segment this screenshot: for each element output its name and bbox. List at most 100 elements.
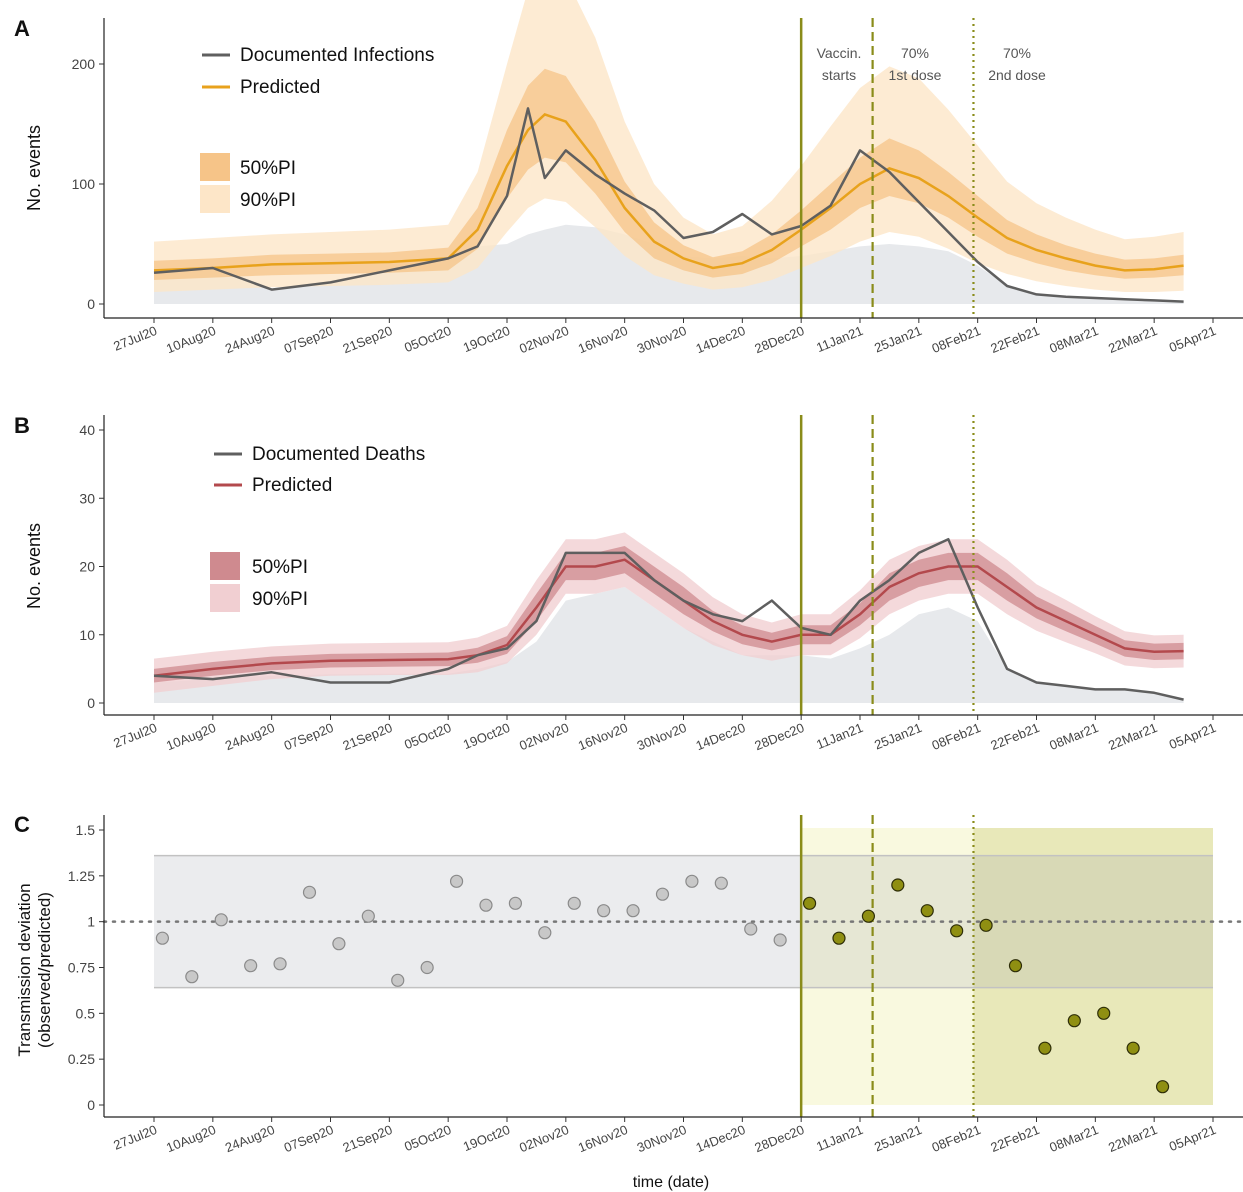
panel-c-ylabel-line2: (observed/predicted): [35, 892, 54, 1048]
panel-c-letter: C: [14, 812, 30, 837]
panel-a-ylabel: No. events: [24, 125, 44, 211]
observed-line-A: [153, 107, 1184, 303]
predicted-line-A: [153, 112, 1184, 272]
point-post-vaccination: [891, 878, 905, 892]
x-tick-label-B: 22Mar21: [1106, 720, 1159, 753]
x-tick-label-B: 08Mar21: [1047, 720, 1100, 753]
point-pre-vaccination: [744, 922, 758, 936]
x-tick-label-A: 24Aug20: [223, 323, 277, 356]
y-tick-label-B: 40: [79, 422, 95, 438]
point-post-vaccination: [1038, 1041, 1052, 1055]
point-post-vaccination: [1155, 1080, 1170, 1094]
legend-pi50-label: 50%PI: [240, 158, 296, 179]
point-post-vaccination: [1067, 1014, 1081, 1028]
x-tick-label-C: 07Sep20: [282, 1122, 336, 1155]
x-tick-label-C: 28Dec20: [752, 1122, 806, 1155]
panel-a-vaccine-lines: [799, 18, 975, 318]
legend-b-pi50-swatch: [210, 552, 240, 580]
x-tick-label-B: 07Sep20: [282, 720, 336, 753]
panel-b-areas: [153, 532, 1184, 703]
point-pre-vaccination: [714, 876, 728, 890]
legend-predicted-label: Predicted: [240, 77, 320, 98]
legend-b-observed-label: Documented Deaths: [252, 444, 425, 465]
x-tick-label-C: 30Nov20: [635, 1122, 689, 1155]
panel-a-areas: [153, 0, 1184, 304]
annot-first-dose-line2: 1st dose: [889, 67, 942, 83]
annot-second-dose-line2: 2nd dose: [988, 67, 1046, 83]
x-tick-label-B: 21Sep20: [341, 720, 395, 753]
x-tick-label-B: 05Oct20: [402, 720, 453, 752]
x-tick-label-A: 16Nov20: [576, 323, 630, 356]
x-tick-label-A: 11Jan21: [814, 323, 865, 355]
panel-c: C Transmission deviation (observed/predi…: [14, 812, 1243, 1191]
x-tick-label-B: 16Nov20: [576, 720, 630, 753]
x-tick-label-C: 08Mar21: [1047, 1122, 1100, 1155]
legend-b-pi90-swatch: [210, 584, 240, 612]
point-pre-vaccination: [449, 874, 464, 888]
x-tick-label-C: 10Aug20: [164, 1122, 218, 1155]
point-post-vaccination: [979, 918, 993, 932]
x-tick-label-B: 10Aug20: [164, 720, 218, 753]
point-pre-vaccination: [361, 909, 375, 923]
x-tick-label-C: 22Mar21: [1106, 1122, 1159, 1155]
x-tick-label-C: 27Jul20: [111, 1122, 159, 1153]
annot-first-dose-line1: 70%: [901, 45, 929, 61]
x-tick-label-A: 08Feb21: [930, 323, 983, 356]
legend-pi90-label: 90%PI: [240, 190, 296, 211]
legend-b-pi90-label: 90%PI: [252, 589, 308, 610]
point-pre-vaccination: [773, 933, 787, 947]
x-tick-label-C: 21Sep20: [341, 1122, 395, 1155]
panel-b-letter: B: [14, 413, 30, 438]
x-tick-label-A: 22Feb21: [988, 323, 1041, 356]
x-tick-label-A: 28Dec20: [752, 323, 806, 356]
x-tick-label-A: 05Apr21: [1167, 323, 1218, 355]
x-tick-label-A: 14Dec20: [694, 323, 748, 356]
x-tick-label-A: 21Sep20: [341, 323, 395, 356]
y-tick-label-A: 200: [72, 56, 96, 72]
panel-b-ylabel: No. events: [24, 523, 44, 609]
x-tick-label-A: 22Mar21: [1106, 323, 1159, 356]
x-tick-label-B: 11Jan21: [814, 720, 865, 752]
x-tick-label-C: 14Dec20: [694, 1122, 748, 1155]
x-tick-label-A: 25Jan21: [872, 323, 924, 356]
y-tick-label-B: 10: [79, 627, 95, 643]
x-tick-label-B: 25Jan21: [872, 720, 924, 753]
annot-second-dose-line1: 70%: [1003, 45, 1031, 61]
panel-a-axes: 0 100 200 27Jul20 10Aug20 24Aug20 07Sep20 21Sep…: [72, 18, 1243, 356]
point-post-vaccination: [920, 904, 934, 918]
legend-b-predicted-label: Predicted: [252, 475, 332, 496]
y-tick-label-C: 1: [87, 914, 95, 930]
y-tick-label-B: 0: [87, 695, 95, 711]
panel-b-vaccine-lines: [799, 415, 975, 715]
x-tick-label-B: 05Apr21: [1167, 720, 1218, 752]
point-post-vaccination: [1126, 1041, 1140, 1055]
y-tick-label-C: 1.25: [68, 868, 95, 884]
point-post-vaccination: [861, 909, 876, 923]
legend-pi90-swatch: [200, 185, 230, 213]
x-tick-label-B: 27Jul20: [111, 720, 159, 751]
point-pre-vaccination: [273, 957, 287, 971]
point-pre-vaccination: [244, 959, 258, 973]
point-pre-vaccination: [655, 887, 670, 901]
point-pre-vaccination: [155, 931, 170, 945]
point-pre-vaccination: [185, 970, 199, 984]
x-tick-label-B: 24Aug20: [223, 720, 277, 753]
panel-c-ylabel-line1: Transmission deviation: [15, 883, 34, 1056]
x-tick-label-B: 30Nov20: [635, 720, 689, 753]
x-tick-label-C: 25Jan21: [872, 1122, 924, 1155]
y-tick-label-C: 0.75: [68, 960, 95, 976]
point-pre-vaccination: [597, 904, 611, 918]
x-tick-label-C: 19Oct20: [461, 1122, 512, 1154]
x-tick-label-B: 28Dec20: [752, 720, 806, 753]
x-axis-title: time (date): [633, 1174, 709, 1191]
x-tick-label-B: 08Feb21: [930, 720, 983, 753]
observed-line-B: [153, 537, 1184, 701]
x-tick-label-A: 07Sep20: [282, 323, 336, 356]
panel-a-letter: A: [14, 16, 30, 41]
x-tick-label-C: 24Aug20: [223, 1122, 277, 1155]
annot-vaccination-line1: Vaccin.: [817, 45, 862, 61]
point-pre-vaccination: [685, 874, 699, 888]
x-tick-label-A: 10Aug20: [164, 323, 218, 356]
panel-b: B No. events 0 10 20 30 40 27Jul20 10Aug20 24Au…: [14, 413, 1243, 753]
